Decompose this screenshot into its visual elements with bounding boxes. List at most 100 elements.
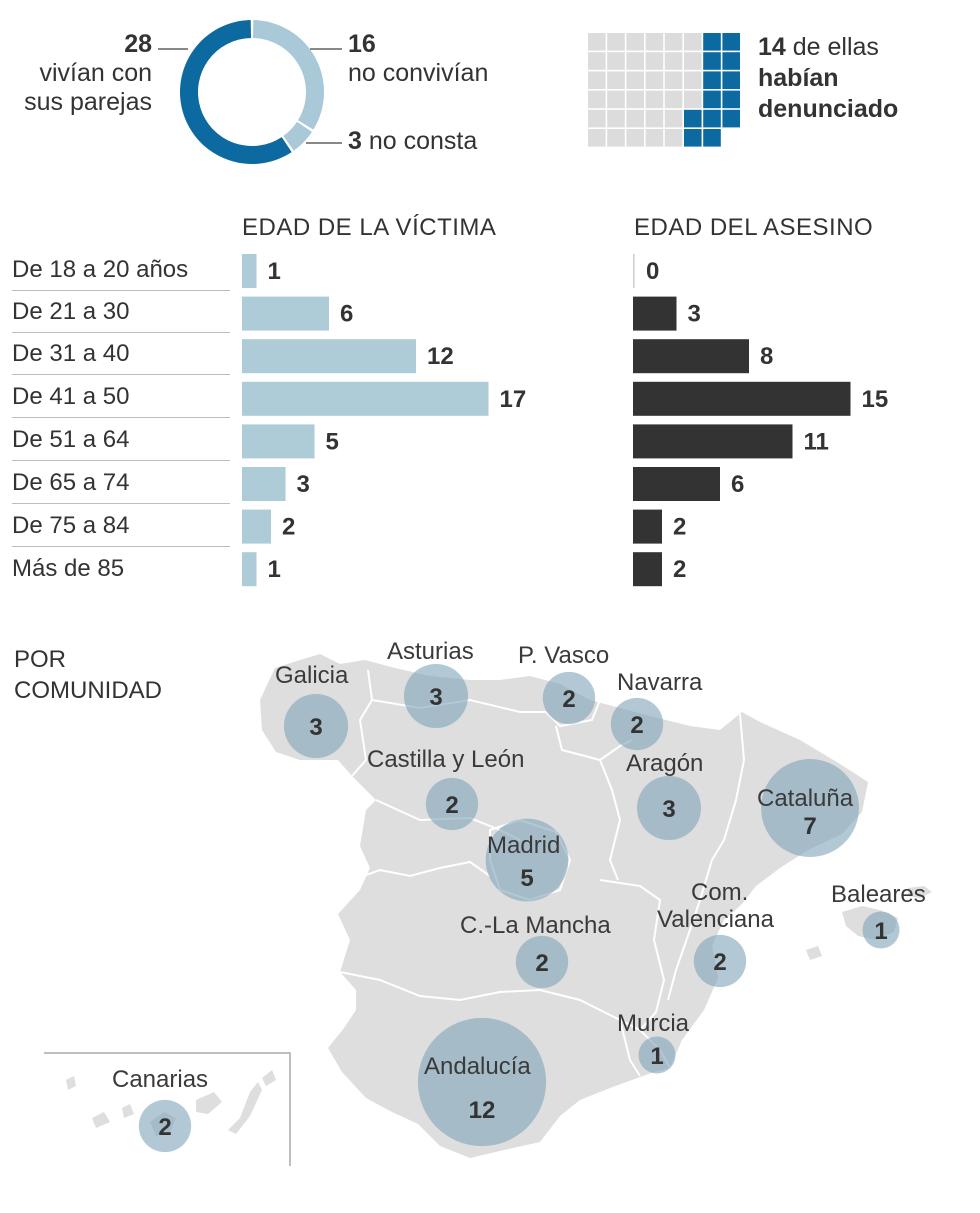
waffle-cell-empty <box>626 71 644 89</box>
waffle-cell-empty <box>664 109 683 128</box>
ibiza-shape <box>806 946 822 960</box>
waffle-cell-empty <box>626 129 644 147</box>
waffle-cell-empty <box>607 52 625 70</box>
waffle-cell-filled <box>703 129 721 147</box>
waffle-cell-empty <box>664 52 683 70</box>
connector-line <box>306 142 342 144</box>
waffle-cell-filled <box>703 90 721 109</box>
region-label-valenciana-1: Com. <box>691 879 749 906</box>
victim-age-bar <box>242 254 257 288</box>
waffle-cell-filled <box>684 129 702 147</box>
victim-age-value-label: 3 <box>297 471 310 498</box>
region-label-castilla-leon: Castilla y León <box>367 746 525 773</box>
waffle-cell-empty <box>626 90 644 109</box>
age-label: De 41 a 50 <box>12 376 230 418</box>
victim-age-bar <box>242 381 489 416</box>
victim-age-value-label: 1 <box>268 556 281 583</box>
bubble-value-catalu-a: 7 <box>803 813 816 840</box>
age-label: De 75 a 84 <box>12 505 230 547</box>
killer-age-bar <box>633 509 662 544</box>
bubble-c-la-mancha <box>515 935 569 989</box>
unknown-number: 3 <box>348 127 362 155</box>
cohabitation-donut <box>180 20 324 165</box>
waffle-cell-filled <box>722 52 740 70</box>
waffle-cell-empty <box>684 90 702 109</box>
killer-age-bar <box>633 552 662 587</box>
menorca-shape <box>908 886 932 898</box>
complaints-text-2: habían <box>758 64 839 92</box>
region-label-baleares: Baleares <box>831 881 926 908</box>
waffle-cell-empty <box>684 52 702 70</box>
cohabiting-text-1: vivían con <box>39 59 152 87</box>
bubble-madrid <box>485 818 569 902</box>
waffle-cell-empty <box>588 52 606 70</box>
killer-age-value-label: 0 <box>646 258 659 285</box>
waffle-cell-empty <box>607 71 625 89</box>
killer-age-bar <box>633 467 720 501</box>
killer-age-value-label: 15 <box>862 386 889 413</box>
region-label-madrid: Madrid <box>487 832 561 859</box>
victim-age-value-label: 5 <box>326 428 339 455</box>
region-label-valenciana-2: Valenciana <box>657 906 774 933</box>
victim-age-bar <box>242 339 416 374</box>
age-label: De 18 a 20 años <box>12 249 230 291</box>
region-label-cataluna: Cataluña <box>757 785 854 812</box>
victim-age-bar <box>242 467 286 501</box>
age-label: De 31 a 40 <box>12 333 230 375</box>
waffle-cell-filled <box>703 33 721 51</box>
not-cohabiting-number: 16 <box>348 30 376 58</box>
connector-line <box>158 48 188 50</box>
waffle-cell-filled <box>722 90 740 109</box>
victim-age-bar <box>242 509 271 544</box>
waffle-cell-empty <box>607 109 625 128</box>
not-cohabiting-label: 16 no convivían <box>348 30 488 88</box>
region-label-clamancha: C.-La Mancha <box>460 912 611 939</box>
waffle-cell-filled <box>722 33 740 51</box>
waffle-cell-empty <box>684 33 702 51</box>
waffle-cell-filled <box>722 71 740 89</box>
victim-age-bar <box>242 296 329 331</box>
killer-age-title: EDAD DEL ASESINO <box>634 214 874 241</box>
waffle-cell-filled <box>703 52 721 70</box>
bubble-murcia <box>638 1036 676 1074</box>
killer-age-bar <box>633 424 793 459</box>
complaints-text: de ellas <box>785 33 879 61</box>
victim-age-value-label: 17 <box>500 386 527 413</box>
region-label-murcia: Murcia <box>617 1010 690 1037</box>
killer-age-value-label: 6 <box>731 471 744 498</box>
region-label-canarias: Canarias <box>112 1066 209 1093</box>
map-title-2: COMUNIDAD <box>14 677 162 704</box>
waffle-cell-filled <box>684 109 702 128</box>
victim-age-bar <box>242 424 315 459</box>
waffle-cell-empty <box>588 129 606 147</box>
cohabiting-text-2: sus parejas <box>24 88 152 116</box>
bubble-value-murcia: 1 <box>650 1043 663 1070</box>
victim-age-value-label: 2 <box>282 514 295 541</box>
bubble-value-navarra: 2 <box>630 712 643 739</box>
donut-slice-not-cohabiting <box>252 20 324 130</box>
bubble-arag-n <box>636 775 702 841</box>
waffle-cell-empty <box>645 129 664 147</box>
donut-slice-cohabiting <box>180 20 292 165</box>
killer-age-bar <box>633 381 851 416</box>
complaints-number: 14 <box>758 33 786 61</box>
age-label: De 21 a 30 <box>12 291 230 333</box>
not-cohabiting-text: no convivían <box>348 59 489 87</box>
bubble-catalu-a <box>761 759 859 857</box>
waffle-cell-filled <box>703 71 721 89</box>
age-label: Más de 85 <box>12 555 125 582</box>
bubble-value-galicia: 3 <box>309 714 322 741</box>
bubble-castilla-y-le-n <box>425 777 479 831</box>
waffle-cell-filled <box>722 109 740 128</box>
waffle-cell-empty <box>588 71 606 89</box>
spain-peninsula-shape <box>260 654 868 1158</box>
killer-age-bar <box>633 254 635 288</box>
killer-age-bar <box>633 339 749 374</box>
waffle-cell-empty <box>645 52 664 70</box>
waffle-cell-empty <box>607 33 625 51</box>
victim-age-bar <box>242 552 257 587</box>
region-label-asturias: Asturias <box>387 638 474 665</box>
bubble-navarra <box>610 697 664 751</box>
cohabiting-label: 28 vivían con sus parejas <box>0 30 152 117</box>
killer-age-value-label: 2 <box>673 514 686 541</box>
